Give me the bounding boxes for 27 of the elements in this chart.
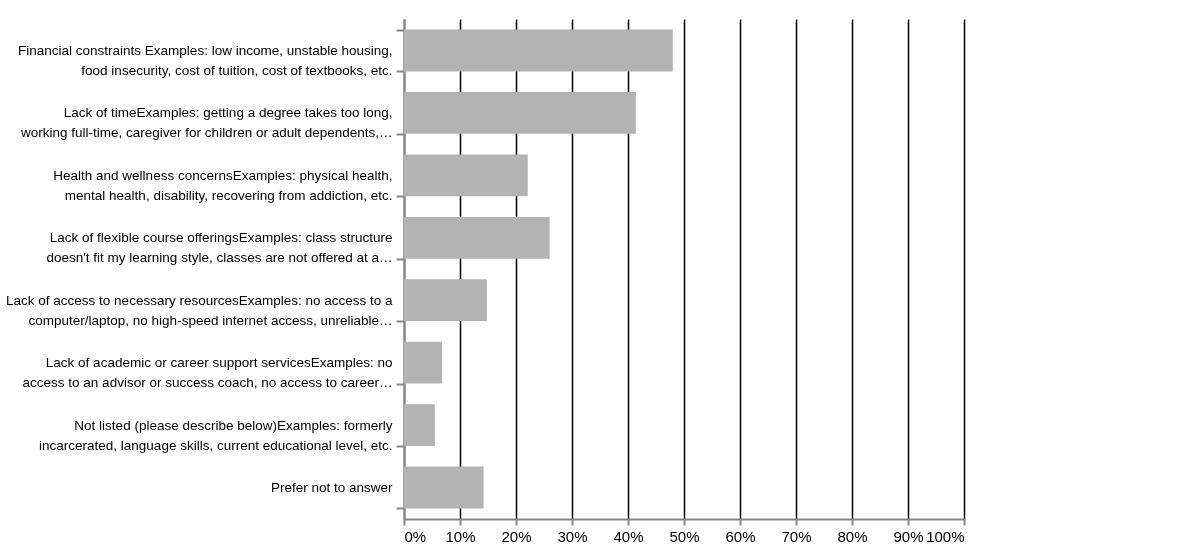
bar: [404, 466, 484, 509]
bar: [404, 92, 636, 134]
y-tick-label: Lack of timeExamples: getting a degree takes too long, working full-time, caregiver for children or adult dependents,…: [20, 105, 393, 141]
bar: [404, 216, 550, 259]
x-tick-label: 0%: [404, 527, 427, 545]
x-tick-label: 40%: [613, 527, 644, 545]
y-tick-label: Health and wellness concernsExamples: physical health, mental health, disability, recovering from addiction, etc.: [53, 167, 393, 203]
bar: [404, 279, 487, 322]
x-tick-label: 30%: [557, 527, 588, 545]
y-tick-label: Not listed (please describe below)Examples: formerly incarcerated, language skills, current educational level, etc.: [39, 417, 393, 453]
bar: [404, 341, 443, 384]
bar: [404, 154, 528, 197]
x-tick-label: 50%: [669, 527, 700, 545]
x-tick-label: 60%: [725, 527, 756, 545]
y-tick-label: Prefer not to answer: [270, 479, 393, 495]
x-tick-label: 70%: [781, 527, 812, 545]
y-tick-label: Lack of access to necessary resourcesExamples: no access to a computer/laptop, no high-speed internet access, unreliable…: [6, 292, 393, 328]
y-tick-label: Lack of academic or career support servicesExamples: no access to an advisor or success coach, no access to career…: [22, 355, 393, 391]
y-tick-label: Lack of flexible course offeringsExamples: class structure doesn't fit my learning style, classes are not offered at a…: [46, 230, 393, 266]
x-tick-label: 10%: [445, 527, 476, 545]
bar: [404, 404, 435, 446]
bar: [404, 29, 673, 72]
y-tick-label: Financial constraints Examples: low income, unstable housing, food insecurity, cost of tuition, cost of textbooks, etc.: [18, 43, 393, 79]
x-tick-label: 100%: [926, 527, 965, 545]
x-tick-label: 20%: [501, 527, 532, 545]
x-tick-label: 90%: [893, 527, 924, 545]
x-tick-label: 80%: [837, 527, 868, 545]
